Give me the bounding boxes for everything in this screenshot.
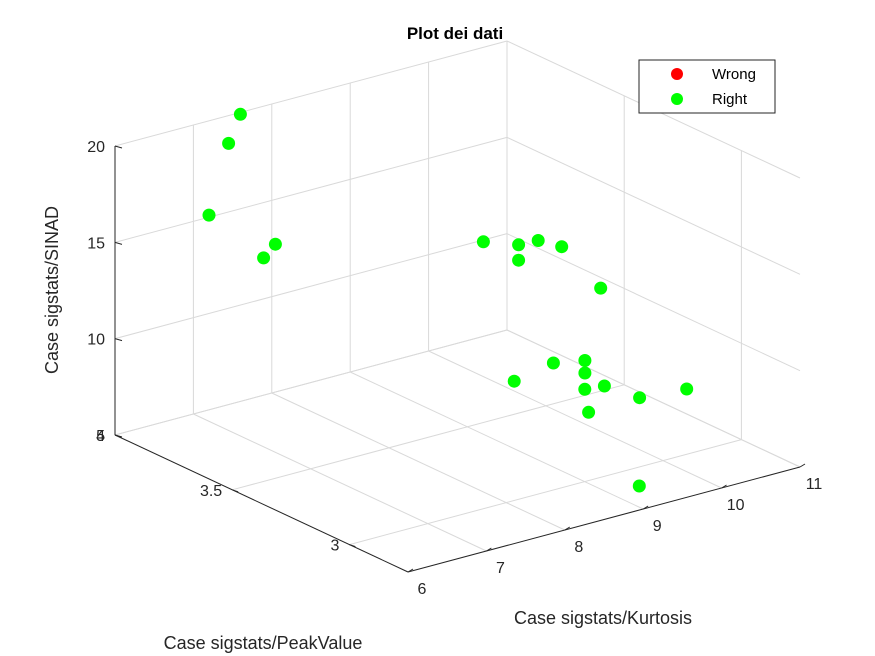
x-tick-label: 8 [574, 539, 583, 556]
ticks-layer: 6 7 8 9 10 11 3 3.5 45 10 15 20 [87, 139, 822, 598]
points-layer [202, 107, 694, 493]
x-tick-mark [486, 547, 492, 552]
data-point-right [680, 382, 694, 396]
z-tick-label: 20 [87, 139, 105, 156]
grid-line-floor-x [428, 350, 722, 489]
x-tick-mark [564, 526, 571, 531]
legend-box [638, 59, 776, 114]
data-point-right [507, 374, 521, 388]
data-point-right [202, 208, 216, 222]
y-axis-line [114, 434, 409, 573]
grid-layer [114, 40, 801, 573]
data-point-right [578, 366, 592, 380]
y-tick-mark [232, 489, 239, 493]
data-point-right [531, 234, 545, 247]
y-tick-label: 4 [96, 428, 105, 445]
data-point-right [633, 391, 647, 405]
grid-line-backwall-z [114, 233, 508, 340]
z-axis-label: Case sigstats/SINAD [42, 206, 62, 374]
data-point-right [582, 405, 596, 419]
x-axis-label: Case sigstats/Kurtosis [514, 608, 692, 628]
z-tick-mark [114, 145, 123, 149]
grid-line-sidewall-z [506, 329, 801, 468]
grid-line-backwall-z [114, 136, 508, 243]
legend-label-right: Right [712, 91, 748, 108]
z-tick-mark [114, 241, 123, 245]
data-point-right [257, 251, 271, 265]
x-tick-label: 11 [806, 476, 823, 493]
y-tick-label: 3 [330, 538, 339, 555]
data-point-right [555, 240, 569, 254]
grid-line-backwall-z [114, 40, 508, 147]
x-tick-mark [407, 568, 414, 573]
data-point-right [512, 253, 526, 267]
grid-line-floor-y [232, 384, 625, 491]
chart-title: Plot dei dati [407, 24, 503, 43]
x-tick-label: 6 [418, 581, 427, 598]
z-tick-label: 15 [87, 235, 105, 252]
z-tick-label: 10 [87, 332, 105, 349]
x-tick-label: 9 [653, 518, 662, 535]
x-tick-mark [642, 505, 649, 510]
grid-line-floor-x [271, 392, 566, 531]
data-point-right [512, 238, 526, 252]
axes-layer [114, 146, 801, 573]
data-point-right [222, 136, 236, 150]
z-tick-label: 5 [96, 428, 105, 445]
grid-line-sidewall-z [506, 233, 801, 372]
data-point-right [476, 235, 490, 249]
legend: Wrong Right [638, 59, 776, 114]
x-tick-mark [721, 484, 727, 489]
grid-line-floor-x [193, 413, 487, 552]
data-point-right [597, 379, 611, 393]
data-point-right [594, 281, 608, 295]
y-axis-label: Case sigstats/PeakValue [164, 633, 363, 653]
y-tick-label: 3.5 [200, 483, 222, 500]
x-tick-label: 10 [727, 497, 745, 514]
grid-line-floor-y [349, 439, 742, 546]
z-tick-mark [114, 338, 123, 342]
legend-marker-wrong [671, 68, 683, 80]
legend-label-wrong: Wrong [712, 66, 756, 83]
legend-marker-right [671, 93, 683, 105]
grid-line-sidewall-z [506, 136, 801, 275]
data-point-right [546, 356, 560, 370]
grid-line-backwall-z [114, 329, 508, 436]
data-point-right [632, 479, 646, 493]
grid-line-floor-x [349, 371, 644, 510]
x-axis-line [407, 466, 801, 573]
data-point-right [268, 237, 282, 251]
data-point-right [233, 107, 247, 121]
y-tick-mark [349, 544, 356, 548]
x-tick-label: 7 [496, 560, 505, 577]
z-tick-mark [114, 434, 123, 438]
data-point-right [578, 354, 592, 367]
x-tick-mark [799, 463, 806, 468]
data-point-right [578, 382, 592, 396]
